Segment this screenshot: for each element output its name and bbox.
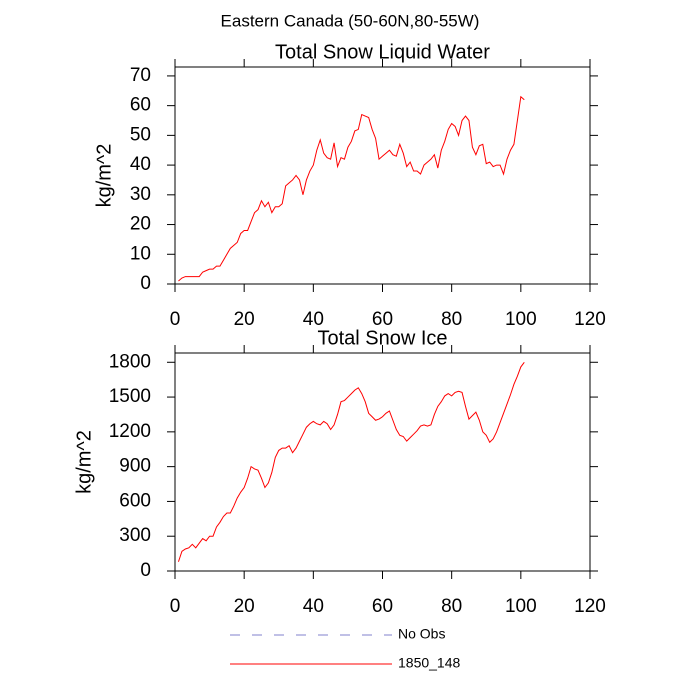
panel-title: Total Snow Liquid Water — [275, 41, 490, 63]
x-tick-label: 0 — [170, 596, 181, 617]
plot-frame — [174, 66, 591, 285]
x-tick-label: 60 — [372, 596, 393, 617]
x-tick-label: 100 — [505, 596, 537, 617]
y-tick-label: 0 — [140, 560, 151, 581]
y-tick-label: 70 — [130, 65, 151, 86]
y-tick-label: 60 — [130, 95, 151, 116]
x-tick-label: 60 — [372, 309, 393, 330]
legend: No Obs 1850_148 — [230, 626, 461, 671]
y-tick-label: 20 — [130, 214, 151, 235]
y-tick-label: 10 — [130, 243, 151, 264]
y-tick-label: 600 — [119, 490, 151, 511]
x-tick-label: 100 — [505, 309, 537, 330]
x-tick-label: 20 — [234, 309, 255, 330]
y-tick-label: 30 — [130, 184, 151, 205]
y-axis-label: kg/m^2 — [93, 144, 115, 208]
panel: Total Snow Liquid Water kg/m^2 0 10 20 30 40 50… — [93, 41, 606, 330]
y-tick-label: 40 — [130, 154, 151, 175]
plot-frame — [174, 352, 591, 572]
y-tick-label: 1800 — [109, 351, 151, 372]
y-tick-label: 1500 — [109, 386, 151, 407]
x-tick-label: 120 — [574, 309, 606, 330]
y-tick-label: 300 — [119, 525, 151, 546]
y-tick-label: 50 — [130, 124, 151, 145]
data-line — [177, 361, 525, 562]
y-axis-label: kg/m^2 — [73, 430, 95, 494]
legend-label: 1850_148 — [398, 655, 461, 671]
panel-title: Total Snow Ice — [317, 327, 447, 349]
y-tick-label: 1200 — [109, 421, 151, 442]
x-tick-label: 80 — [441, 596, 462, 617]
x-tick-label: 40 — [303, 596, 324, 617]
suptitle: Eastern Canada (50-60N,80-55W) — [221, 11, 480, 30]
y-tick-label: 0 — [140, 273, 151, 294]
panel: Total Snow Icekg/m^203006009001200150018… — [73, 327, 606, 617]
legend-label: No Obs — [398, 626, 445, 642]
x-tick-label: 120 — [574, 596, 606, 617]
x-tick-label: 80 — [441, 309, 462, 330]
y-tick-label: 900 — [119, 456, 151, 477]
x-tick-label: 40 — [303, 309, 324, 330]
x-tick-label: 20 — [234, 596, 255, 617]
x-tick-label: 0 — [170, 309, 181, 330]
data-line — [178, 95, 525, 282]
